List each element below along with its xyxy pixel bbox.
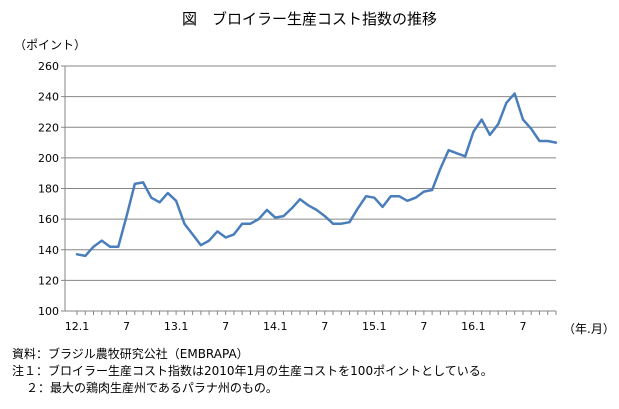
- note-2: ２：最大の鶏肉生産州であるパラナ州のもの。: [26, 381, 278, 395]
- x-tick-label: 14.1: [263, 320, 288, 333]
- x-tick-label: 12.1: [65, 320, 90, 333]
- x-tick-label: 13.1: [164, 320, 189, 333]
- y-axis-label: （ポイント）: [14, 38, 87, 52]
- y-tick-label: 220: [38, 121, 59, 134]
- series-line: [75, 92, 558, 258]
- source-note: 資料：ブラジル農牧研究公社（EMBRAPA）: [12, 347, 249, 361]
- x-axis-label: （年.月）: [563, 322, 615, 336]
- y-tick-label: 260: [38, 60, 59, 73]
- x-tick-label: 16.1: [461, 320, 486, 333]
- line-chart: 100 120 140 160 180 200 220 240 260 12.1 7 13.1 7 14.…: [38, 60, 558, 333]
- note-1: 注１：ブロイラー生産コスト指数は2010年1月の生産コストを100ポイントとして…: [12, 364, 493, 378]
- y-tick-label: 240: [38, 91, 59, 104]
- y-tick-label: 100: [38, 305, 59, 318]
- y-tick-label: 180: [38, 183, 59, 196]
- notes: 資料：ブラジル農牧研究公社（EMBRAPA） 注１：ブロイラー生産コスト指数は2…: [12, 346, 493, 397]
- x-tick-label: 7: [519, 320, 526, 333]
- x-tick-label: 15.1: [362, 320, 387, 333]
- x-tick-label: 7: [123, 320, 130, 333]
- x-tick-label: 7: [222, 320, 229, 333]
- y-tick-label: 120: [38, 274, 59, 287]
- y-tick-label: 160: [38, 213, 59, 226]
- x-tick-label: 7: [321, 320, 328, 333]
- y-tick-label: 140: [38, 244, 59, 257]
- y-tick-label: 200: [38, 152, 59, 165]
- x-tick-label: 7: [420, 320, 427, 333]
- chart-title: 図 ブロイラー生産コスト指数の推移: [181, 10, 437, 28]
